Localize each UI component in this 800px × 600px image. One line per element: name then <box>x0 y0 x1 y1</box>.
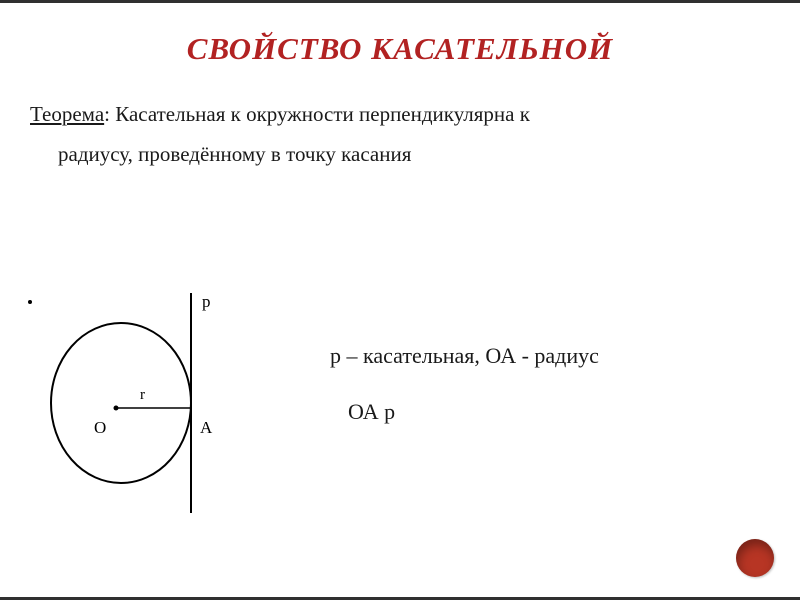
label-p: p <box>202 292 211 311</box>
theorem-label: Теорема <box>30 102 104 126</box>
diagram: p r O A <box>36 283 256 513</box>
legend-line1: p – касательная, ОА - радиус <box>330 343 599 369</box>
theorem-line1: : Касательная к окружности перпендикуляр… <box>104 102 530 126</box>
legend-block: p – касательная, ОА - радиус ОА p <box>330 343 599 425</box>
label-O: O <box>94 418 106 437</box>
theorem-line2: радиусу, проведённому в точку касания <box>30 135 764 175</box>
theorem-text: Теорема: Касательная к окружности перпен… <box>0 95 800 175</box>
diagram-svg: p r O A <box>36 283 256 513</box>
slide-title: СВОЙСТВО КАСАТЕЛЬНОЙ <box>0 31 800 67</box>
label-r: r <box>140 387 145 403</box>
circle-shape <box>51 323 191 483</box>
legend-line2: ОА p <box>330 399 599 425</box>
page-indicator-icon <box>736 539 774 577</box>
slide-frame: СВОЙСТВО КАСАТЕЛЬНОЙ Теорема: Касательна… <box>0 0 800 600</box>
bullet-dot <box>28 300 32 304</box>
label-A: A <box>200 418 213 437</box>
center-point <box>114 406 119 411</box>
